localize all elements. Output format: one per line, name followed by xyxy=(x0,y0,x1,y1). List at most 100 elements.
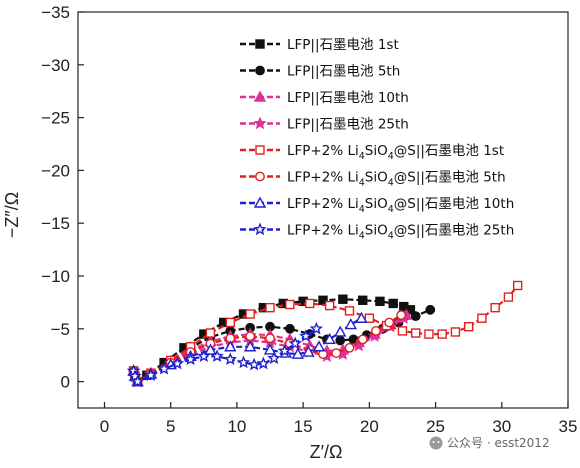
data-point xyxy=(305,298,315,309)
legend: LFP||石墨电池 1st LFP||石墨电池 5th LFP||石墨电池 10th… xyxy=(240,37,514,242)
legend-label-part: SiO xyxy=(365,143,388,159)
data-point xyxy=(299,329,313,342)
data-point xyxy=(411,328,421,338)
plot-border xyxy=(77,11,569,409)
data-point xyxy=(384,317,395,328)
legend-label-part: LFP+2% Li xyxy=(287,143,359,159)
series-8 xyxy=(127,321,324,388)
legend-item: LFP+2% Li4SiO4@S||石墨电池 1st xyxy=(240,143,504,162)
x-tick-label: 5 xyxy=(166,417,175,436)
data-point xyxy=(309,321,324,335)
legend-marker xyxy=(255,39,265,49)
data-point xyxy=(204,343,217,355)
legend-marker xyxy=(255,171,265,182)
watermark: 公众号 · esst2012 xyxy=(429,436,550,450)
x-tick-label: 35 xyxy=(559,417,578,436)
data-point xyxy=(224,340,237,352)
legend-item: LFP||石墨电池 25th xyxy=(240,117,409,133)
legend-label-part: @S||石墨电池 10th xyxy=(394,196,515,212)
legend-label: LFP||石墨电池 25th xyxy=(287,117,409,133)
data-point xyxy=(245,309,255,319)
x-axis-label: Z′/Ω xyxy=(310,442,343,462)
data-point xyxy=(256,356,271,370)
data-point xyxy=(364,313,375,323)
data-point xyxy=(396,310,407,320)
legend-item: LFP||石墨电池 5th xyxy=(240,64,400,80)
y-tick-label: −5 xyxy=(51,320,70,339)
data-point xyxy=(288,336,302,350)
ticks-layer: 0 5 10 15 20 25 30 35 0 −5 −10 −15 −20 −25 −30 −35 xyxy=(41,3,577,436)
data-point xyxy=(263,343,277,355)
data-point xyxy=(312,340,326,352)
legend-label-part: @S||石墨电池 25th xyxy=(394,223,515,239)
x-tick-label: 15 xyxy=(294,417,313,436)
legend-item: LFP||石墨电池 1st xyxy=(240,37,399,53)
y-tick-label: 0 xyxy=(61,373,70,392)
data-point xyxy=(197,349,211,363)
data-point xyxy=(323,332,336,345)
data-point xyxy=(512,280,523,291)
data-point xyxy=(144,368,158,382)
legend-label-part: @S||石墨电池 1st xyxy=(394,143,504,159)
legend-item: LFP||石墨电池 10th xyxy=(240,90,409,106)
data-point xyxy=(490,302,500,313)
legend-marker xyxy=(255,65,265,76)
data-point xyxy=(463,321,474,332)
legend-item: LFP+2% Li4SiO4@S||石墨电池 25th xyxy=(240,223,514,242)
legend-label-part: SiO xyxy=(365,170,388,186)
data-point xyxy=(424,329,434,339)
series-line xyxy=(132,314,407,384)
data-point xyxy=(247,357,261,371)
data-point xyxy=(157,361,171,375)
y-tick-label: −20 xyxy=(41,161,70,180)
legend-label-part: LFP||石墨电池 1st xyxy=(287,37,399,53)
data-point xyxy=(236,355,251,369)
legend-marker xyxy=(253,222,267,236)
data-point xyxy=(265,302,275,313)
data-point xyxy=(324,300,335,311)
y-tick-label: −35 xyxy=(41,3,70,22)
data-point xyxy=(210,349,224,363)
legend-label-part: LFP||石墨电池 25th xyxy=(287,117,409,133)
data-point xyxy=(344,342,355,353)
legend-label-part: LFP+2% Li xyxy=(287,170,359,186)
legend-item: LFP+2% Li4SiO4@S||石墨电池 10th xyxy=(240,196,514,215)
legend-label-subscript: 4 xyxy=(359,204,365,215)
y-tick-label: −15 xyxy=(41,214,70,233)
legend-label-subscript: 4 xyxy=(359,178,365,189)
data-point xyxy=(503,292,514,302)
data-point xyxy=(425,304,436,315)
data-point xyxy=(245,331,256,342)
data-point xyxy=(205,328,216,338)
data-point xyxy=(397,326,408,336)
legend-label: LFP+2% Li4SiO4@S||石墨电池 5th xyxy=(287,170,506,189)
x-tick-label: 30 xyxy=(492,417,511,436)
data-point xyxy=(344,306,355,316)
legend-label-subscript: 4 xyxy=(388,231,394,242)
series-layer xyxy=(127,280,523,388)
legend-item: LFP+2% Li4SiO4@S||石墨电池 5th xyxy=(240,170,506,189)
legend-label: LFP+2% Li4SiO4@S||石墨电池 1st xyxy=(287,143,504,162)
data-point xyxy=(437,329,447,339)
data-point xyxy=(355,311,368,323)
wechat-icon-eye-left xyxy=(432,441,435,443)
data-point xyxy=(357,334,368,345)
y-tick-label: −30 xyxy=(41,56,70,75)
legend-marker xyxy=(255,145,265,155)
data-point xyxy=(358,295,368,305)
data-point xyxy=(170,356,185,370)
series-5 xyxy=(128,280,523,387)
legend-label-part: SiO xyxy=(365,223,388,239)
y-tick-label: −10 xyxy=(41,267,70,286)
legend-label: LFP||石墨电池 5th xyxy=(287,64,400,80)
data-point xyxy=(265,333,275,344)
wechat-icon-eye-right xyxy=(437,441,440,443)
data-point xyxy=(130,374,145,388)
data-point xyxy=(285,299,295,310)
legend-label-subscript: 4 xyxy=(388,204,394,215)
legend-label-part: LFP||石墨电池 5th xyxy=(287,64,400,80)
plot-frame xyxy=(77,11,569,409)
x-tick-label: 0 xyxy=(100,417,109,436)
data-point xyxy=(291,347,305,359)
